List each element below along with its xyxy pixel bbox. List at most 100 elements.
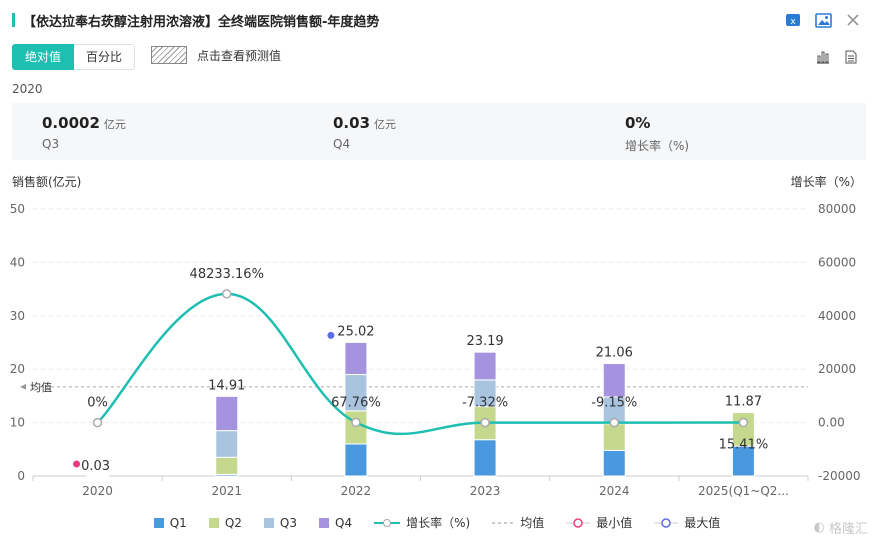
summary-unit: 亿元	[103, 118, 126, 131]
legend-label: Q4	[335, 515, 353, 530]
growth-label: 48233.16%	[190, 267, 264, 282]
y-left-tick-label: 50	[10, 202, 25, 216]
watermark: ◐ 格隆汇	[814, 518, 868, 537]
bar-total-label: 25.02	[337, 324, 374, 339]
summary-card-q3: 0.0002 亿元 Q3	[42, 113, 126, 151]
legend-label: Q3	[279, 515, 298, 530]
legend-swatch	[263, 517, 274, 528]
summary-panel: 0.0002 亿元 Q3 0.03 亿元 Q4 0% 增长率（%)	[12, 103, 866, 160]
summary-value: 0%	[625, 114, 651, 132]
bar-segment-q2	[602, 423, 626, 451]
summary-label: Q4	[333, 137, 351, 151]
y-right-tick-label: 60000	[818, 255, 856, 269]
legend-swatch	[319, 517, 330, 528]
forecast-label: 点击查看预测值	[197, 48, 282, 63]
bar-segment-q1	[344, 443, 368, 477]
excel-export-icon[interactable]: x	[784, 11, 802, 29]
view-switcher	[814, 48, 860, 66]
max-marker	[327, 331, 335, 339]
legend-swatch	[153, 517, 164, 528]
summary-label: 增长率（%)	[625, 139, 690, 153]
legend-marker-icon	[654, 517, 679, 528]
summary-label: Q3	[42, 137, 60, 151]
growth-label: -7.32%	[462, 396, 508, 411]
summary-card-growth: 0% 增长率（%)	[625, 113, 689, 154]
legend-item-q1[interactable]: Q1	[153, 514, 187, 531]
tab-percentage[interactable]: 百分比	[74, 44, 136, 70]
growth-point	[92, 417, 103, 428]
title-bar: 【依达拉奉右莰醇注射用浓溶液】全终端医院销售额-年度趋势 x	[0, 0, 874, 40]
bar-chart-icon[interactable]	[814, 48, 832, 66]
bar-segment-q4	[473, 351, 497, 381]
bar-total-label: 14.91	[208, 378, 245, 393]
growth-point	[738, 417, 749, 428]
growth-label: 15.41%	[719, 438, 769, 453]
x-tick-label: 2025(Q1~Q2...	[698, 484, 789, 498]
table-view-icon[interactable]	[842, 48, 860, 66]
tab-absolute[interactable]: 绝对值	[12, 44, 75, 70]
legend-label: Q1	[169, 515, 187, 530]
average-marker-icon	[20, 383, 26, 390]
forecast-toggle[interactable]: 点击查看预测值	[151, 46, 281, 64]
legend-line-icon	[374, 518, 401, 527]
x-tick-label: 2024	[599, 484, 630, 498]
legend-item-min[interactable]: 最小值	[566, 514, 632, 531]
bar-segment-q3	[215, 430, 239, 458]
y-right-tick-label: 80000	[818, 202, 856, 216]
y-left-tick-label: 0	[17, 469, 25, 483]
watermark-text: 格隆汇	[828, 522, 868, 537]
svg-text:x: x	[790, 17, 796, 27]
legend-swatch	[208, 517, 219, 528]
y-left-tick-label: 30	[10, 309, 25, 323]
legend-label: Q2	[224, 515, 242, 530]
bar-total-label: 21.06	[596, 346, 633, 361]
view-mode-tabs: 绝对值 百分比	[12, 44, 136, 70]
watermark-logo-icon: ◐	[813, 520, 825, 535]
legend-item-q2[interactable]: Q2	[208, 514, 242, 531]
bar-segment-q4	[602, 363, 626, 398]
growth-point	[480, 417, 490, 428]
page-title: 【依达拉奉右莰醇注射用浓溶液】全终端医院销售额-年度趋势	[23, 15, 380, 30]
y-left-tick-label: 40	[10, 255, 25, 269]
legend-item-q4[interactable]: Q4	[319, 514, 352, 531]
y-right-tick-label: 40000	[818, 309, 856, 323]
close-icon[interactable]	[844, 11, 862, 29]
bar-segment-q2	[731, 412, 755, 447]
growth-label: -9.15%	[591, 396, 637, 411]
legend-item-max[interactable]: 最大值	[654, 514, 720, 531]
legend-item-avg[interactable]: 均值	[492, 514, 544, 531]
y-right-tick-label: 20000	[818, 362, 856, 376]
x-tick-label: 2022	[341, 484, 372, 498]
bar-segment-q1	[602, 449, 626, 477]
bar-segment-q4	[344, 341, 368, 376]
y-right-tick-label: -20000	[818, 469, 861, 483]
selected-year: 2020	[12, 82, 43, 96]
growth-point	[609, 417, 619, 428]
summary-card-q4: 0.03 亿元 Q4	[333, 113, 396, 151]
summary-value: 0.0002	[42, 114, 100, 132]
x-tick-label: 2023	[470, 484, 501, 498]
image-export-icon[interactable]	[814, 11, 832, 29]
legend-label: 均值	[520, 516, 545, 530]
y-axis-left-title: 销售额(亿元)	[12, 174, 81, 189]
summary-unit: 亿元	[374, 118, 397, 131]
x-tick-label: 2021	[211, 484, 242, 498]
legend-item-growth[interactable]: 增长率（%)	[374, 514, 470, 531]
y-right-tick-label: 0.00	[818, 416, 845, 430]
legend-item-q3[interactable]: Q3	[263, 514, 298, 531]
legend-label: 最大值	[684, 516, 721, 530]
bar-total-label: 11.87	[725, 395, 762, 410]
title-accent-bar	[12, 13, 15, 27]
growth-label: 67.76%	[331, 395, 381, 410]
bar-total-label: 23.19	[466, 334, 503, 349]
bar-segment-q2	[344, 410, 368, 445]
y-left-tick-label: 10	[10, 416, 25, 430]
legend-dash-icon	[492, 522, 515, 523]
y-axis-right-title: 增长率（%）	[791, 174, 862, 189]
x-tick-label: 2020	[82, 484, 113, 498]
legend-label: 增长率（%)	[406, 516, 471, 530]
top-toolbar: x	[784, 10, 862, 30]
bar-total-label: 0.03	[81, 459, 110, 474]
growth-point	[351, 417, 361, 428]
